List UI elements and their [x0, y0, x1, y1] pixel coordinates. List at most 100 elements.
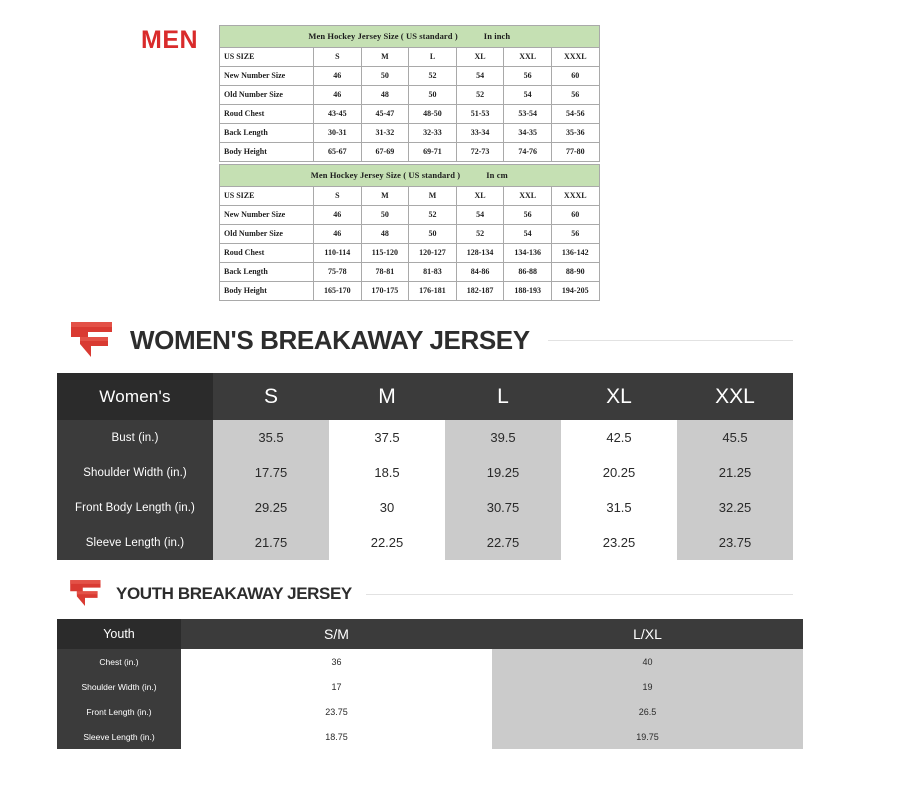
table-cell: 30-31: [313, 123, 362, 143]
table-cell: 37.5: [329, 420, 445, 455]
table-cell: 110-114: [313, 243, 362, 263]
table-cell: 40: [492, 649, 803, 674]
table-cell: 60: [550, 205, 600, 225]
youth-heading-text: YOUTH BREAKAWAY JERSEY: [116, 584, 352, 603]
table-cell: 39.5: [445, 420, 561, 455]
table-cell: 54: [455, 66, 505, 86]
table-cell: 50: [408, 85, 457, 105]
column-header-size: XXL: [677, 373, 793, 420]
table-cell: 54: [503, 224, 552, 244]
column-header-size: S: [213, 373, 329, 420]
column-header-size: S: [313, 186, 362, 206]
table-cell: 22.75: [445, 525, 561, 560]
table-cell: 54: [503, 85, 552, 105]
column-header-size: M: [360, 47, 410, 67]
table-cell: 46: [313, 66, 362, 86]
table-cell: 17.75: [213, 455, 329, 490]
table-cell: 88-90: [550, 262, 600, 282]
row-label: Roud Chest: [219, 243, 314, 263]
table-row: Sleeve Length (in.) 18.75 19.75: [57, 724, 803, 749]
table-cell: 45.5: [677, 420, 793, 455]
fanatics-f-logo-icon: [68, 318, 114, 363]
table-cell: 50: [360, 66, 410, 86]
table-row: Body Height 65-67 67-69 69-71 72-73 74-76 77-8…: [219, 142, 600, 162]
men-section-title: MEN: [141, 26, 199, 54]
table-row: US SIZE S M M XL XXL XXXL: [219, 186, 600, 206]
table-cell: 60: [550, 66, 600, 86]
table-cell: 21.75: [213, 525, 329, 560]
row-label: Roud Chest: [219, 104, 314, 124]
table-cell: 120-127: [408, 243, 457, 263]
column-header-size: XXXL: [550, 186, 600, 206]
youth-table-body: Chest (in.) 36 40 Shoulder Width (in.) 17 19 F…: [57, 649, 803, 749]
table-cell: 35-36: [550, 123, 600, 143]
row-label: Front Length (in.): [57, 699, 181, 724]
womens-table-corner-label: Women's: [57, 373, 213, 420]
table-cell: 53-54: [503, 104, 552, 124]
row-label: Shoulder Width (in.): [57, 674, 181, 699]
table-cell: 18.5: [329, 455, 445, 490]
row-label: Old Number Size: [219, 224, 314, 244]
table-row: Back Length 30-31 31-32 32-33 33-34 34-35 35-3…: [219, 123, 600, 143]
table-cell: 56: [503, 205, 552, 225]
table-cell: 54: [455, 205, 505, 225]
table-cell: 18.75: [181, 724, 492, 749]
table-cell: 69-71: [408, 142, 457, 162]
table-cell: 182-187: [455, 281, 505, 301]
table-cell: 46: [313, 205, 362, 225]
table-row: New Number Size 46 50 52 54 56 60: [219, 66, 600, 86]
table-cell: 19.75: [492, 724, 803, 749]
table-cell: 29.25: [213, 490, 329, 525]
table-row: New Number Size 46 50 52 54 56 60: [219, 205, 600, 225]
table-cell: 51-53: [455, 104, 505, 124]
table-cell: 19.25: [445, 455, 561, 490]
table-row: Old Number Size 46 48 50 52 54 56: [219, 224, 600, 244]
womens-section-heading: WOMEN'S BREAKAWAY JERSEY: [68, 316, 793, 364]
table-cell: 81-83: [408, 262, 457, 282]
table-cell: 32.25: [677, 490, 793, 525]
table-cell: 84-86: [455, 262, 505, 282]
table-cell: 23.25: [561, 525, 677, 560]
row-label: Bust (in.): [57, 420, 213, 455]
column-header-size: XL: [561, 373, 677, 420]
table-row: Roud Chest 43-45 45-47 48-50 51-53 53-54 54-56: [219, 104, 600, 124]
table-row: Men Hockey Jersey Size ( US standard ) In…: [219, 25, 600, 48]
table-cell: 23.75: [181, 699, 492, 724]
table-cell: 31.5: [561, 490, 677, 525]
womens-size-table: Women's S M L XL XXL Bust (in.) 35.5 37.5 39.5 42…: [57, 373, 793, 560]
table-row: Shoulder Width (in.) 17 19: [57, 674, 803, 699]
table-cell: 48: [360, 85, 410, 105]
column-header-label: US SIZE: [219, 186, 314, 206]
table-cell: 35.5: [213, 420, 329, 455]
table-cell: 33-34: [455, 123, 505, 143]
column-header-size: M: [329, 373, 445, 420]
table-cell: 45-47: [360, 104, 410, 124]
column-header-size: M: [360, 186, 410, 206]
column-header-size: XL: [455, 186, 505, 206]
table-cell: 56: [550, 224, 600, 244]
table-row: Youth S/M L/XL: [57, 619, 803, 649]
table-row: Front Length (in.) 23.75 26.5: [57, 699, 803, 724]
table-cell: 56: [550, 85, 600, 105]
table-cell: 43-45: [313, 104, 362, 124]
men-size-section: MEN Men Hockey Jersey Size ( US standard…: [0, 0, 899, 305]
table-cell: 72-73: [455, 142, 505, 162]
table-cell: 30: [329, 490, 445, 525]
column-header-label: US SIZE: [219, 47, 314, 67]
row-label: Back Length: [219, 262, 314, 282]
table-row: Women's S M L XL XXL: [57, 373, 793, 420]
column-header-size: M: [408, 186, 457, 206]
table-cell: 50: [408, 224, 457, 244]
table-row: Sleeve Length (in.) 21.75 22.25 22.75 23.25 2…: [57, 525, 793, 560]
table-cell: 194-205: [550, 281, 600, 301]
table-row: Roud Chest 110-114 115-120 120-127 128-134 13…: [219, 243, 600, 263]
column-header-size: L: [408, 47, 457, 67]
table-cell: 52: [408, 205, 457, 225]
table-row: Shoulder Width (in.) 17.75 18.5 19.25 20.25 2…: [57, 455, 793, 490]
youth-heading-rule: [365, 593, 793, 595]
table-cell: 26.5: [492, 699, 803, 724]
men-size-table-cm: Men Hockey Jersey Size ( US standard ) In…: [219, 164, 600, 301]
table-row: Back Length 75-78 78-81 81-83 84-86 86-88 88-9…: [219, 262, 600, 282]
men-table-caption: Men Hockey Jersey Size ( US standard ) In…: [219, 25, 600, 48]
column-header-size: XL: [455, 47, 505, 67]
